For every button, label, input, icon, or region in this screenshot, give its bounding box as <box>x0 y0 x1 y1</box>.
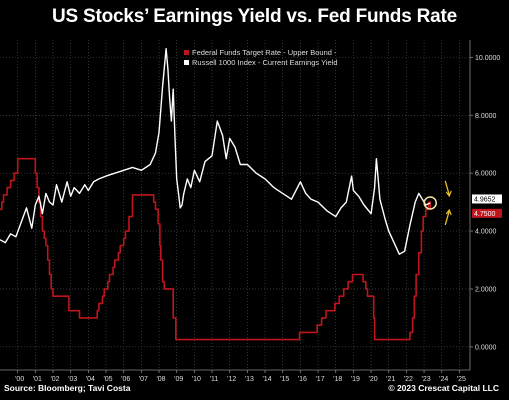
gridlines <box>0 40 470 370</box>
arrow-up-icon <box>444 210 450 226</box>
x-tick-label: '18 <box>333 376 342 383</box>
x-tick-label: '08 <box>156 376 165 383</box>
y-tick-label: 10.0000 <box>475 55 500 62</box>
copyright-note: © 2023 Crescat Capital LLC <box>388 383 499 393</box>
x-tick-label: '23 <box>421 376 430 383</box>
arrow-up-head-icon <box>445 208 452 216</box>
x-tick-label: '04 <box>86 376 95 383</box>
y-tick-label: 6.0000 <box>475 171 497 178</box>
y-tick-label: 4.0000 <box>475 229 497 236</box>
x-tick-label: '05 <box>103 376 112 383</box>
x-tick-label: '16 <box>298 376 307 383</box>
x-tick-label: '15 <box>280 376 289 383</box>
highlight-circle <box>423 196 437 210</box>
x-tick-label: '20 <box>368 376 377 383</box>
arrow-down-head-icon <box>445 190 452 198</box>
legend: Federal Funds Target Rate - Upper Bound … <box>184 48 338 67</box>
legend-label-fed-funds: Federal Funds Target Rate - Upper Bound … <box>192 48 337 57</box>
legend-item-earnings-yield: Russell 1000 Index - Current Earnings Yi… <box>184 58 338 68</box>
x-tick-label: '12 <box>227 376 236 383</box>
legend-swatch-white <box>184 59 189 65</box>
x-tick-label: '02 <box>50 376 59 383</box>
marker-layer <box>423 180 452 226</box>
y-tick-labels: 0.0000 2.0000 4.0000 6.0000 8.0000 10.0000 <box>470 55 500 351</box>
y-tick-label: 8.0000 <box>475 113 497 120</box>
x-tick-label: '10 <box>192 376 201 383</box>
legend-item-fed-funds: Federal Funds Target Rate - Upper Bound … <box>184 48 338 58</box>
chart-title: US Stocks’ Earnings Yield vs. Fed Funds … <box>51 6 458 27</box>
x-tick-label: '09 <box>174 376 183 383</box>
x-tick-label: '00 <box>15 376 24 383</box>
legend-swatch-red <box>184 50 189 56</box>
x-tick-label: '07 <box>139 376 148 383</box>
x-tick-label: '22 <box>404 376 413 383</box>
last-value-badge-yield <box>472 194 502 204</box>
x-tick-label: '17 <box>315 376 324 383</box>
x-tick-label: '13 <box>245 376 254 383</box>
last-value-labels: 4.9652 4.7500 <box>472 194 502 218</box>
series-layer <box>0 48 431 341</box>
x-tick-labels: '00 '01 '02 '03 '04 '05 '06 '07 '08 '09 '10 '11 '12 '… <box>15 370 466 383</box>
legend-label-earnings-yield: Russell 1000 Index - Current Earnings Yi… <box>192 57 338 67</box>
last-value-label-fed: 4.7500 <box>474 211 496 218</box>
last-value-label-yield: 4.9652 <box>474 196 496 203</box>
x-tick-label: '21 <box>386 376 395 383</box>
x-tick-label: '11 <box>210 376 219 383</box>
series-line-fed-funds <box>0 157 431 341</box>
x-tick-label: '25 <box>457 376 466 383</box>
x-tick-label: '14 <box>262 376 271 383</box>
series-line-earnings-yield <box>0 48 431 255</box>
y-tick-label: 0.0000 <box>475 344 497 351</box>
x-tick-label: '06 <box>121 376 130 383</box>
last-value-badge-fed <box>472 208 502 218</box>
arrow-down-icon <box>444 180 450 196</box>
x-tick-label: '01 <box>33 376 42 383</box>
x-tick-label: '03 <box>68 376 77 383</box>
x-tick-label: '24 <box>439 376 448 383</box>
y-tick-label: 2.0000 <box>475 286 497 293</box>
plot-frame <box>0 40 471 371</box>
source-note: Source: Bloomberg; Tavi Costa <box>4 383 131 393</box>
x-tick-label: '19 <box>351 376 360 383</box>
